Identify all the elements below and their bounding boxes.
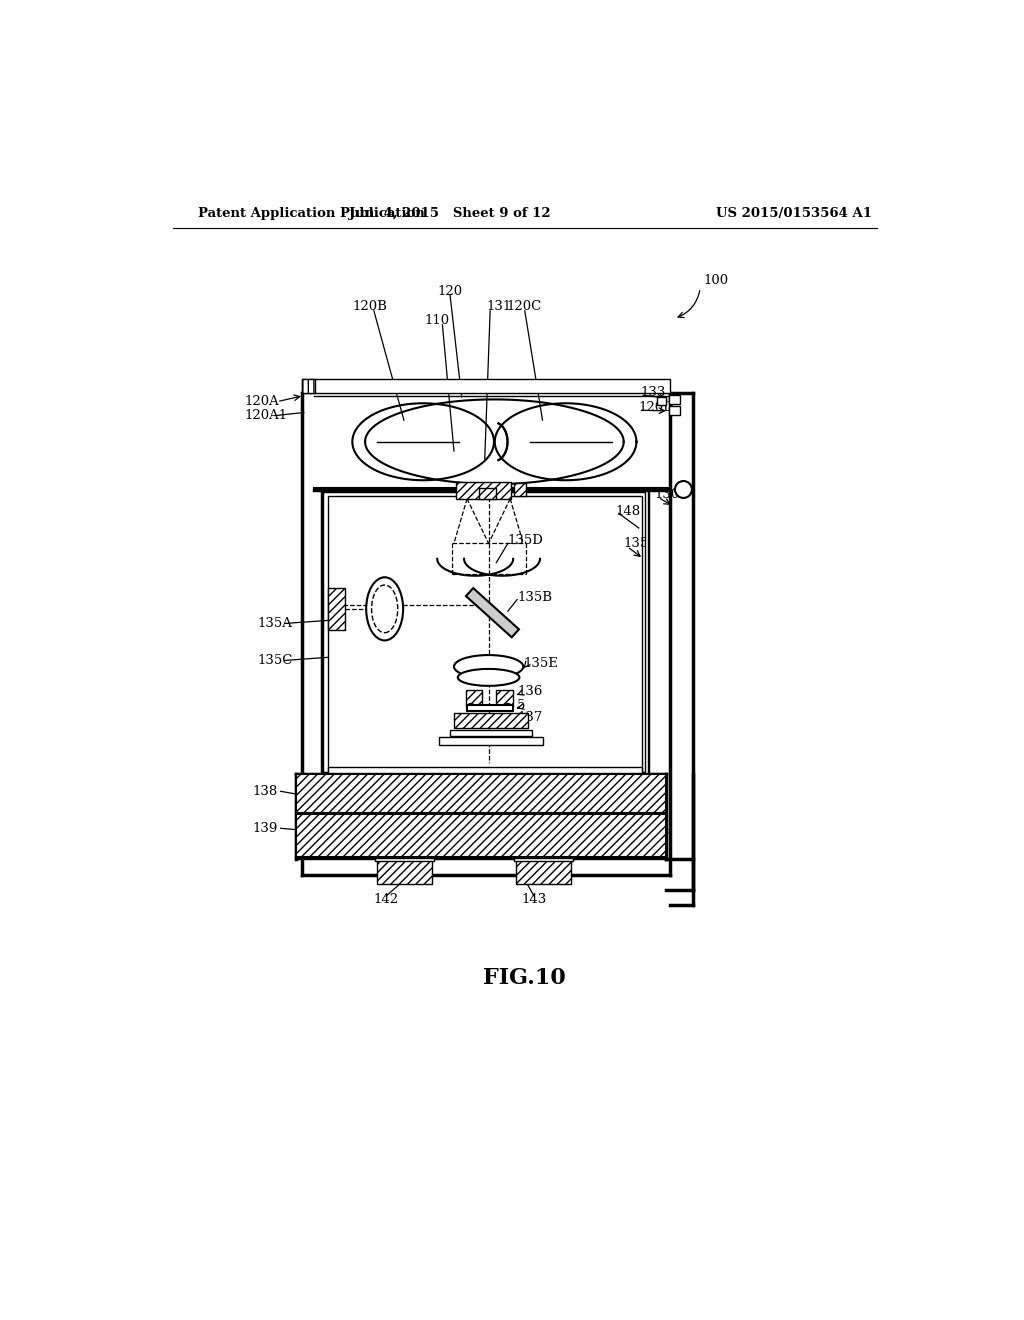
Bar: [657, 397, 667, 405]
Text: 131: 131: [486, 300, 512, 313]
Ellipse shape: [372, 585, 397, 632]
Bar: [376, 858, 434, 861]
Bar: [478, 488, 496, 499]
Bar: [438, 738, 543, 744]
Bar: [645, 491, 648, 774]
Text: 120A1: 120A1: [245, 409, 288, 422]
Text: 139: 139: [252, 822, 278, 834]
Circle shape: [675, 480, 692, 498]
Bar: [669, 405, 680, 414]
Circle shape: [467, 704, 475, 711]
Text: 135: 135: [624, 537, 648, 550]
Text: 148: 148: [615, 504, 641, 517]
Bar: [451, 730, 531, 737]
Bar: [467, 705, 513, 711]
Ellipse shape: [458, 669, 519, 686]
Text: 136: 136: [517, 685, 543, 698]
Bar: [296, 775, 666, 813]
Text: 133: 133: [640, 385, 666, 399]
Circle shape: [504, 704, 512, 711]
Bar: [514, 858, 572, 861]
Text: 110: 110: [425, 314, 450, 326]
Bar: [328, 496, 642, 774]
Bar: [322, 491, 648, 774]
Bar: [456, 482, 511, 499]
Text: US 2015/0153564 A1: US 2015/0153564 A1: [716, 207, 871, 220]
Text: 120D: 120D: [639, 401, 675, 414]
Bar: [328, 767, 642, 774]
Text: 100: 100: [703, 273, 728, 286]
Text: 135C: 135C: [258, 653, 293, 667]
Bar: [328, 589, 345, 630]
Bar: [466, 689, 482, 706]
Bar: [497, 689, 513, 706]
Bar: [301, 379, 315, 393]
Text: 135A: 135A: [258, 616, 293, 630]
Bar: [454, 713, 528, 729]
Text: 138: 138: [252, 785, 278, 797]
Bar: [301, 379, 670, 393]
Text: 120A: 120A: [245, 395, 280, 408]
Text: 5: 5: [517, 698, 525, 711]
Text: 120C: 120C: [506, 300, 542, 313]
Text: 142: 142: [374, 892, 398, 906]
Ellipse shape: [367, 577, 403, 640]
Bar: [296, 814, 666, 857]
Text: 143: 143: [521, 892, 547, 906]
Text: FIG.10: FIG.10: [483, 968, 566, 990]
Ellipse shape: [454, 655, 523, 678]
Bar: [514, 483, 526, 496]
Text: Patent Application Publication: Patent Application Publication: [199, 207, 425, 220]
Text: 120B: 120B: [352, 300, 387, 313]
Bar: [515, 859, 571, 884]
Bar: [669, 395, 680, 404]
Text: 120: 120: [437, 285, 463, 298]
Polygon shape: [466, 589, 519, 638]
Text: Jun. 4, 2015   Sheet 9 of 12: Jun. 4, 2015 Sheet 9 of 12: [349, 207, 551, 220]
Text: 130: 130: [654, 487, 679, 500]
Text: 137: 137: [517, 711, 543, 723]
Bar: [377, 859, 432, 884]
Text: 135B: 135B: [517, 591, 552, 603]
Text: 134: 134: [645, 822, 670, 834]
Text: 135D: 135D: [508, 533, 544, 546]
Text: 135E: 135E: [523, 657, 558, 671]
